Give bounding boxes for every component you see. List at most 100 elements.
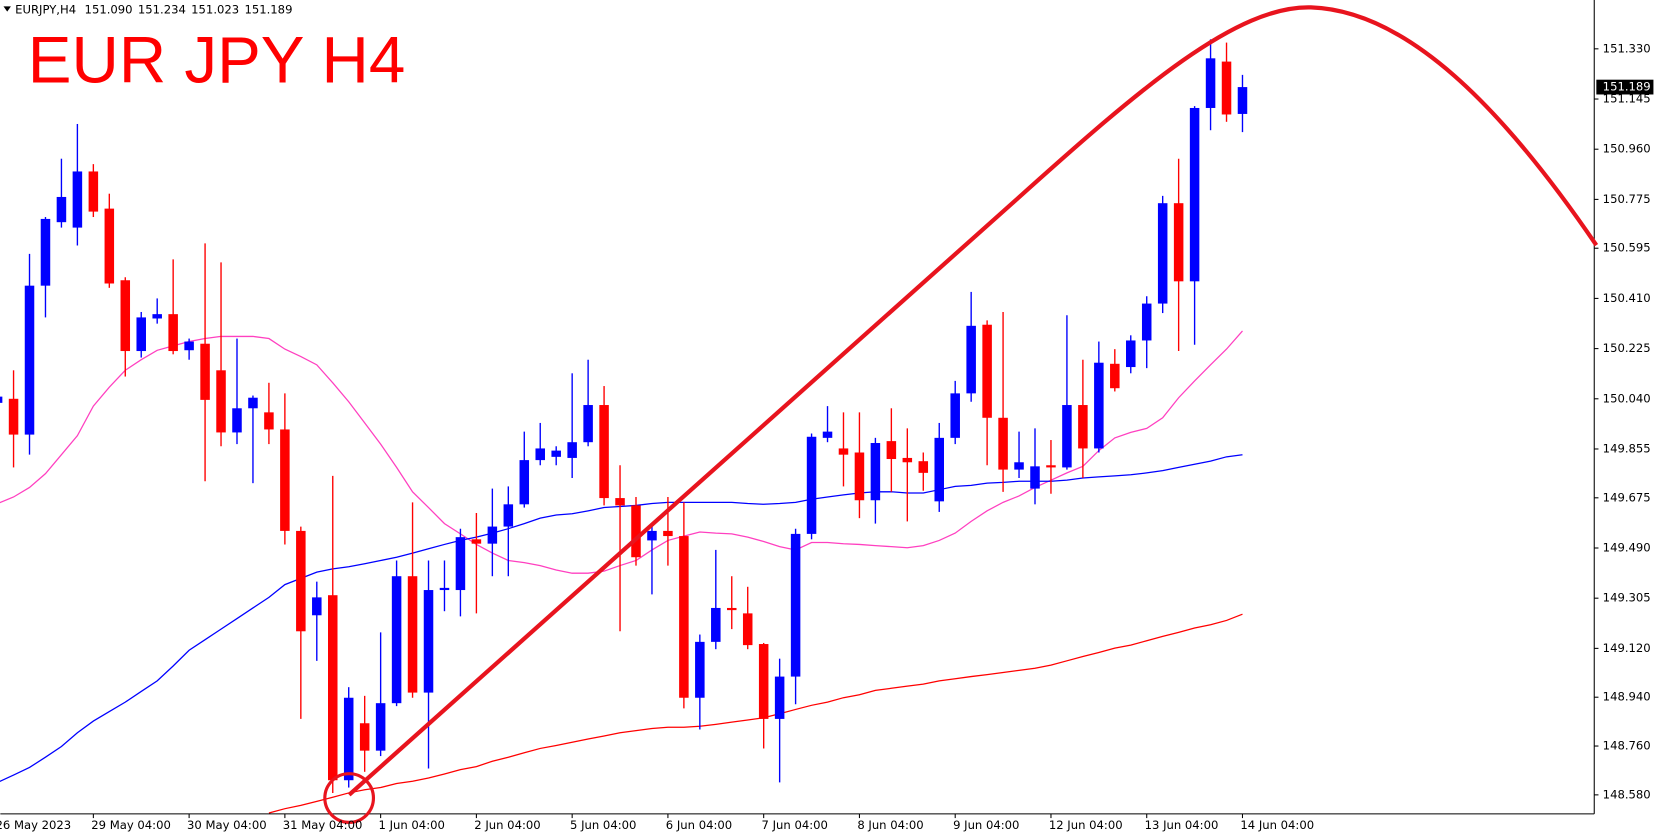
candle-body	[1221, 61, 1232, 115]
candle-body	[854, 452, 865, 501]
candle-body	[806, 436, 817, 534]
moving-average-line	[268, 613, 1243, 814]
candle-body	[24, 285, 35, 435]
candle-body	[407, 576, 418, 693]
x-tick-label: 1 Jun 04:00	[379, 818, 445, 832]
header-arrow	[3, 6, 11, 12]
candle-body	[711, 607, 721, 642]
y-tick-label: 149.305	[1603, 591, 1651, 605]
candle-body	[104, 208, 115, 284]
candle-body	[312, 597, 322, 616]
x-tick-label: 30 May 04:00	[187, 818, 267, 832]
candle-body	[742, 613, 753, 646]
candle-body	[40, 218, 51, 286]
x-tick-label: 5 Jun 04:00	[570, 818, 636, 832]
x-tick-label: 2 Jun 04:00	[474, 818, 540, 832]
candle-body	[790, 533, 801, 677]
candle-body	[663, 530, 673, 537]
x-tick-label: 9 Jun 04:00	[953, 818, 1019, 832]
candle-body	[758, 644, 769, 719]
candle-body	[950, 393, 960, 438]
candle-body	[184, 341, 194, 351]
x-tick-label: 29 May 04:00	[91, 818, 171, 832]
candle-body	[1157, 203, 1168, 304]
chart-header: EURJPY,H4 151.090 151.234 151.023 151.189	[15, 2, 292, 16]
candle-body	[615, 498, 625, 506]
candle-body	[1030, 466, 1040, 489]
candle-body	[216, 370, 226, 433]
candle-body	[583, 405, 593, 443]
candle-body	[727, 607, 737, 611]
candle-body	[328, 595, 338, 781]
candle-body	[296, 530, 306, 632]
candle-body	[1062, 405, 1072, 468]
candle-body	[232, 408, 242, 433]
header-low: 151.023	[191, 2, 239, 16]
candle-body	[918, 461, 929, 473]
candle-body	[551, 450, 561, 457]
candle-body	[152, 314, 162, 319]
candle-body	[8, 398, 19, 435]
candle-body	[264, 412, 274, 430]
candle-body	[72, 171, 83, 228]
candle-body	[1094, 362, 1104, 449]
candle-body	[1237, 87, 1248, 114]
candle-body	[439, 587, 450, 591]
candle-body	[1014, 462, 1024, 470]
candle-body	[1110, 363, 1120, 389]
candle-body	[567, 442, 577, 458]
candle-body	[120, 280, 131, 352]
candle-body	[934, 437, 944, 502]
header-high: 151.234	[138, 2, 186, 16]
candle-body	[280, 429, 290, 531]
candle-body	[136, 317, 146, 352]
candle-body	[1173, 203, 1184, 282]
candle-body	[487, 526, 498, 544]
candle-body	[774, 676, 785, 719]
candle-body	[998, 417, 1008, 470]
y-tick-label: 149.855	[1603, 441, 1651, 455]
candle-body	[423, 590, 434, 693]
y-tick-label: 151.330	[1603, 41, 1651, 55]
header-close: 151.189	[244, 2, 292, 16]
candle-body	[1205, 58, 1216, 108]
candle-body	[599, 405, 609, 499]
x-tick-label: 12 Jun 04:00	[1049, 818, 1123, 832]
x-tick-label: 7 Jun 04:00	[762, 818, 828, 832]
annotation-curve	[347, 5, 1599, 797]
last-price-tag	[1596, 79, 1654, 95]
candle-body	[902, 457, 913, 463]
header-open: 151.090	[85, 2, 133, 16]
y-tick-label: 151.145	[1603, 92, 1651, 106]
candle-body	[966, 325, 976, 394]
candle-body	[519, 460, 530, 505]
candle-body	[455, 537, 466, 591]
candle-body	[886, 441, 897, 460]
candle-body	[471, 539, 482, 544]
annotation-circle	[323, 772, 376, 824]
x-tick-label: 8 Jun 04:00	[857, 818, 923, 832]
candle-body	[168, 314, 178, 352]
candle-body	[631, 505, 641, 558]
candle-body	[695, 641, 705, 698]
candle-body	[359, 723, 370, 751]
y-tick-label: 149.490	[1603, 540, 1651, 554]
last-price-label: 151.189	[1603, 80, 1651, 94]
candle-body	[88, 171, 99, 212]
candle-body	[391, 576, 402, 704]
y-tick-label: 148.580	[1603, 787, 1651, 801]
symbol: EURJPY,H4	[15, 2, 76, 16]
candle-body	[0, 396, 3, 403]
y-tick-label: 149.675	[1603, 490, 1651, 504]
candle-body	[343, 697, 354, 781]
candle-body	[647, 530, 657, 541]
y-tick-label: 150.595	[1603, 241, 1651, 255]
y-tick-label: 148.760	[1603, 739, 1651, 753]
candle-body	[1141, 303, 1152, 341]
x-tick-label: 14 Jun 04:00	[1240, 818, 1314, 832]
candle-body	[200, 343, 210, 400]
